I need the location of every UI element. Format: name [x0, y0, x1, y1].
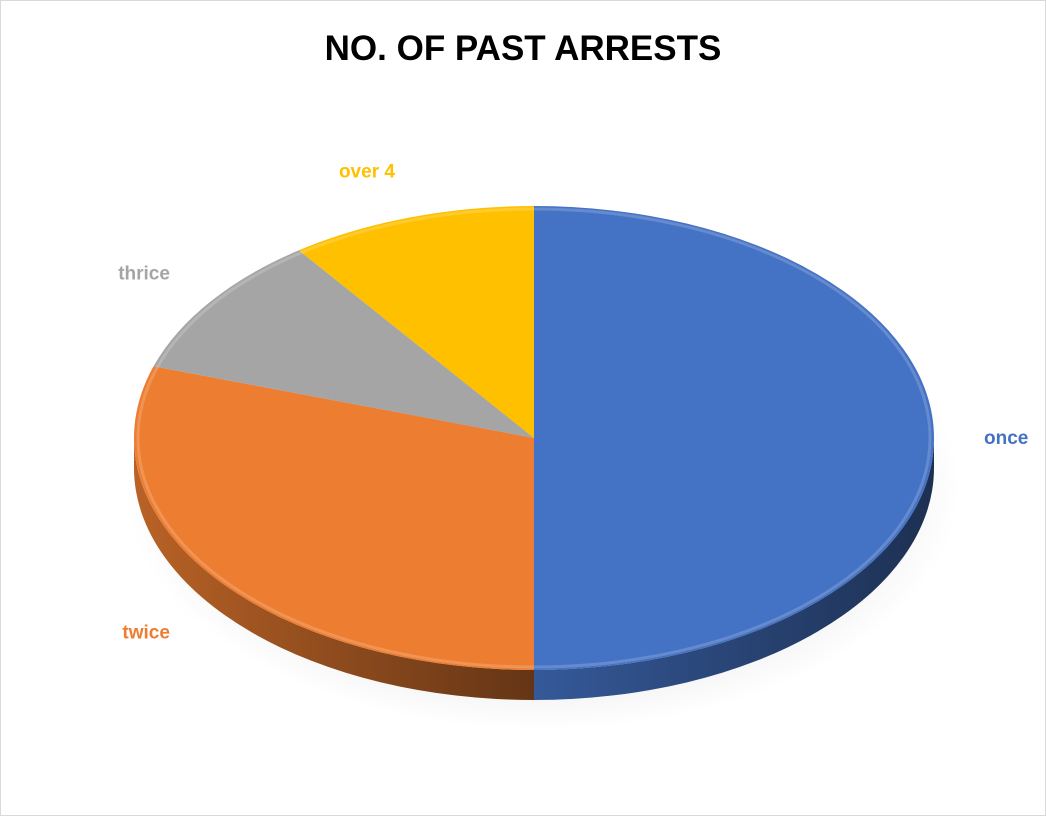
slice-label-over-4: over 4 [339, 162, 395, 183]
slice-label-thrice: thrice [118, 263, 170, 284]
pie-side-twice [134, 438, 534, 700]
pie-side-once [534, 438, 934, 700]
pie-slice-over-4 [298, 206, 534, 438]
pie-slice-thrice [153, 250, 534, 438]
slice-label-once: once [984, 428, 1028, 449]
slice-label-twice: twice [122, 623, 170, 644]
pie-slice-once [534, 206, 934, 670]
chart-title: NO. OF PAST ARRESTS [324, 29, 722, 68]
pie-slice-twice [133, 366, 535, 670]
pie-rim-highlight [136, 207, 932, 669]
